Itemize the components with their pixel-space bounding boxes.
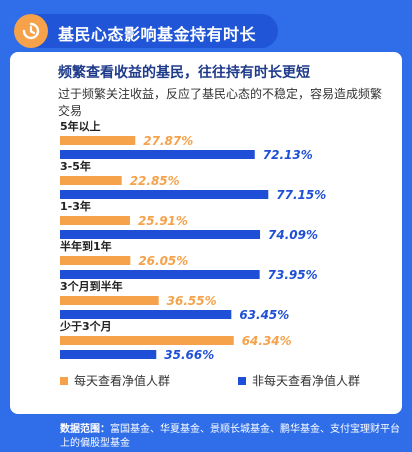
legend-label-daily: 每天查看净值人群 xyxy=(74,374,171,388)
legend-swatch-orange xyxy=(60,377,68,385)
data-label: 35.66% xyxy=(164,348,214,362)
chart-subtitle: 频繁查看收益的基民，往往持有时长更短 xyxy=(58,65,310,81)
page-title: 基民心态影响基金持有时长 xyxy=(58,25,257,44)
legend-item-daily: 每天查看净值人群 xyxy=(60,372,170,389)
bar xyxy=(60,350,157,359)
data-source-label: 数据范围： xyxy=(60,424,110,435)
category-label: 少于3个月 xyxy=(59,319,112,333)
header-pill: 基民心态影响基金持有时长 xyxy=(14,14,278,48)
data-label: 27.87% xyxy=(143,134,193,148)
bar xyxy=(60,336,234,345)
bar xyxy=(60,190,269,199)
data-source-text: 富国基金、华夏基金、景顺长城基金、鹏华基金、支付宝理财平台上的偏股型基金 xyxy=(60,424,400,449)
data-label: 63.45% xyxy=(239,308,289,322)
data-source: 数据范围：富国基金、华夏基金、景顺长城基金、鹏华基金、支付宝理财平台上的偏股型基… xyxy=(60,423,400,451)
data-label: 72.13% xyxy=(263,148,313,162)
legend-item-not-daily: 非每天查看净值人群 xyxy=(238,372,360,389)
category-label: 5年以上 xyxy=(60,119,101,133)
clock-icon xyxy=(14,14,48,48)
data-label: 64.34% xyxy=(242,334,292,348)
bar xyxy=(60,136,136,145)
legend-label-not-daily: 非每天查看净值人群 xyxy=(252,374,361,388)
data-label: 25.91% xyxy=(138,214,188,228)
data-label: 22.85% xyxy=(130,174,180,188)
bar xyxy=(60,216,130,225)
data-label: 73.95% xyxy=(268,268,318,282)
data-label: 26.05% xyxy=(138,254,188,268)
chart-description: 过于频繁关注收益，反应了基民心态的不稳定，容易造成频繁交易 xyxy=(58,87,383,118)
category-label: 3-5年 xyxy=(60,159,91,173)
bar xyxy=(60,176,122,185)
bar xyxy=(60,310,232,319)
bar xyxy=(60,296,159,305)
bar xyxy=(60,256,131,265)
data-label: 77.15% xyxy=(276,188,326,202)
bar xyxy=(60,150,255,159)
category-label: 半年到1年 xyxy=(60,239,112,253)
legend-swatch-blue xyxy=(238,377,246,385)
category-label: 1-3年 xyxy=(60,199,91,213)
data-label: 36.55% xyxy=(167,294,217,308)
bar xyxy=(60,230,261,239)
category-label: 3个月到半年 xyxy=(60,279,123,293)
data-label: 74.09% xyxy=(268,228,318,242)
bar xyxy=(60,270,260,279)
